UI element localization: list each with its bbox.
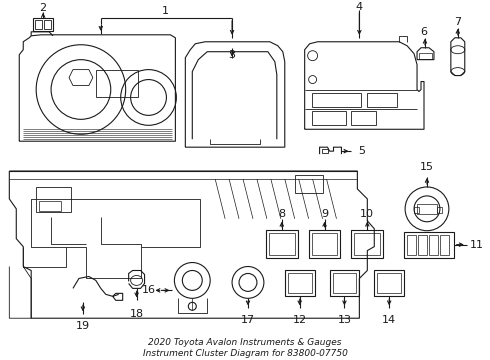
Bar	[407, 235, 416, 255]
Bar	[419, 53, 432, 59]
Text: 6: 6	[420, 27, 427, 37]
Text: 18: 18	[129, 309, 144, 319]
Bar	[321, 149, 327, 153]
Text: 19: 19	[76, 321, 90, 331]
Bar	[377, 274, 401, 293]
Bar	[96, 69, 138, 98]
Text: 15: 15	[420, 162, 434, 172]
Text: 7: 7	[454, 17, 462, 27]
Text: 17: 17	[241, 315, 255, 325]
Bar	[269, 233, 294, 255]
Bar	[429, 235, 438, 255]
Bar	[294, 175, 322, 193]
Bar	[351, 230, 383, 257]
Text: 13: 13	[338, 315, 351, 325]
Text: 9: 9	[321, 209, 328, 219]
Bar	[374, 270, 404, 296]
Text: 3: 3	[228, 50, 236, 60]
Bar	[440, 235, 449, 255]
Bar	[44, 20, 51, 29]
Text: 14: 14	[382, 315, 396, 325]
Bar	[404, 232, 454, 257]
Text: 2020 Toyota Avalon Instruments & Gauges
Instrument Cluster Diagram for 83800-077: 2020 Toyota Avalon Instruments & Gauges …	[143, 338, 347, 358]
Text: 16: 16	[142, 285, 155, 295]
Bar	[288, 274, 312, 293]
Text: 12: 12	[293, 315, 307, 325]
Bar	[266, 230, 298, 257]
Text: 8: 8	[278, 209, 285, 219]
Bar	[437, 207, 442, 213]
Bar	[368, 94, 397, 107]
Bar	[354, 233, 380, 255]
Bar	[312, 111, 346, 125]
Text: 10: 10	[360, 209, 374, 219]
Bar	[312, 94, 361, 107]
Bar	[36, 187, 71, 212]
Text: 5: 5	[358, 146, 365, 156]
Bar	[309, 230, 341, 257]
Bar	[333, 274, 356, 293]
Text: 4: 4	[356, 2, 363, 12]
Bar	[35, 20, 42, 29]
Bar	[418, 235, 427, 255]
Text: 11: 11	[470, 240, 484, 249]
Bar	[414, 207, 419, 213]
Bar	[351, 111, 376, 125]
Bar	[39, 201, 61, 211]
Bar	[285, 270, 315, 296]
Bar	[330, 270, 359, 296]
Text: 2: 2	[40, 3, 47, 13]
Bar	[417, 204, 437, 214]
Text: 1: 1	[162, 6, 169, 16]
Bar	[33, 18, 53, 31]
Bar	[312, 233, 338, 255]
